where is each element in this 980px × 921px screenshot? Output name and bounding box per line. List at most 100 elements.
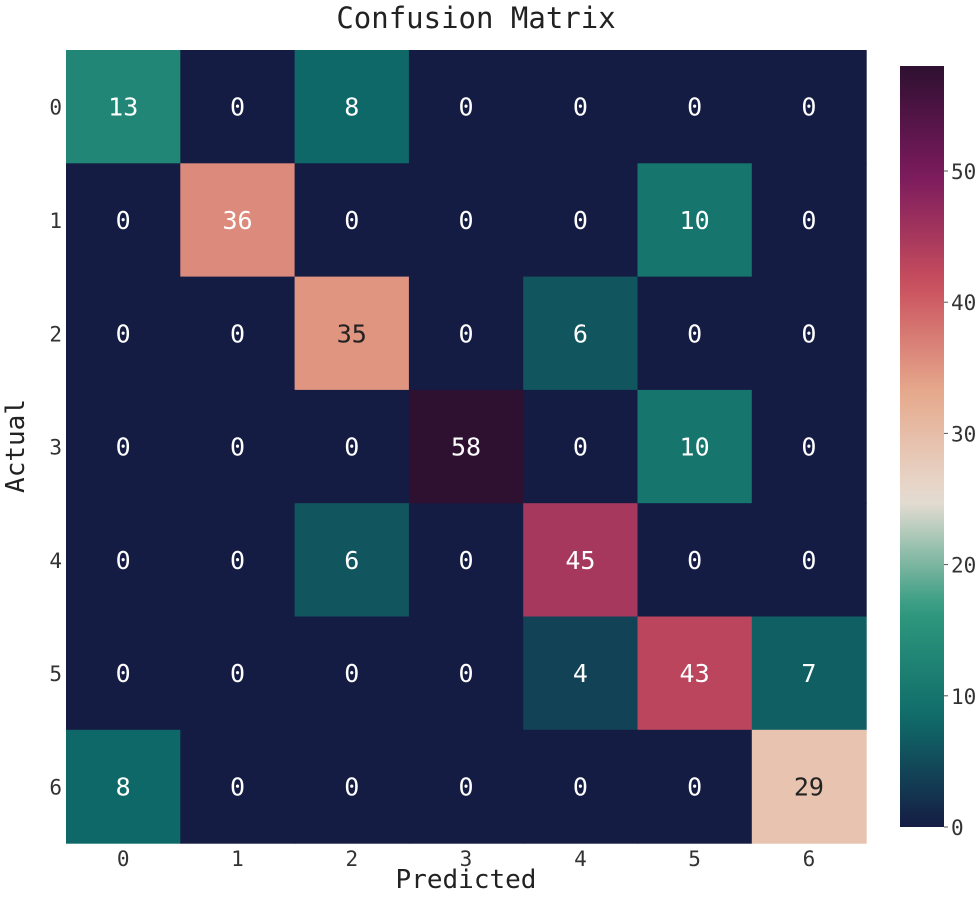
x-tick-label: 0: [117, 847, 130, 871]
cell-value-label: 0: [458, 546, 473, 575]
heatmap-cell: [66, 276, 181, 391]
cell-value-label: 0: [458, 319, 473, 348]
cell-value-label: 0: [573, 433, 588, 462]
x-axis-label: Predicted: [396, 865, 537, 895]
heatmap-cell: [637, 503, 753, 618]
heatmap-cell: [637, 389, 753, 504]
cell-value-label: 0: [573, 206, 588, 235]
heatmap-cell: [523, 389, 639, 504]
cell-value-label: 0: [230, 433, 245, 462]
cell-value-label: 29: [794, 772, 824, 801]
heatmap-cell: [66, 163, 181, 278]
heatmap-cell: [523, 616, 639, 731]
heatmap-cell: [294, 729, 410, 844]
x-tick-labels: 0 1 2 3 4 5 6: [117, 847, 815, 871]
colorbar: 0 10 20 30 40 50: [900, 66, 976, 840]
heatmap-cell: [294, 503, 410, 618]
cell-value-label: 10: [680, 433, 710, 462]
cell-value-label: 0: [801, 319, 816, 348]
cell-value-label: 0: [687, 772, 702, 801]
cell-value-label: 0: [116, 546, 131, 575]
heatmap-cell: [408, 163, 524, 278]
heatmap-cell: [751, 276, 867, 391]
heatmap-cell: [294, 616, 410, 731]
cell-value-label: 0: [458, 772, 473, 801]
x-tick-label: 5: [688, 847, 701, 871]
y-tick-label: 1: [49, 209, 62, 233]
heatmap-cell: [408, 503, 524, 618]
cell-value-label: 0: [458, 659, 473, 688]
colorbar-tick-label: 20: [951, 554, 976, 578]
cell-value-label: 0: [801, 93, 816, 122]
y-tick-labels: 0 1 2 3 4 5 6: [49, 96, 62, 800]
y-axis-label: Actual: [1, 399, 31, 493]
heatmap-cell: [294, 276, 410, 391]
cell-value-label: 0: [116, 433, 131, 462]
cell-value-label: 0: [344, 206, 359, 235]
heatmap-cell: [751, 163, 867, 278]
heatmap-cell: [294, 389, 410, 504]
colorbar-gradient: [900, 66, 944, 827]
cell-value-label: 58: [451, 433, 481, 462]
heatmap-cell: [637, 276, 753, 391]
x-tick-label: 4: [574, 847, 587, 871]
heatmap-cell: [180, 729, 296, 844]
cell-value-label: 0: [458, 206, 473, 235]
heatmap-cell: [294, 163, 410, 278]
y-tick-label: 4: [49, 549, 62, 573]
cell-value-label: 8: [344, 93, 359, 122]
heatmap-cell: [751, 389, 867, 504]
colorbar-tick-label: 30: [951, 422, 976, 446]
heatmap-cell: [408, 276, 524, 391]
cell-value-label: 0: [344, 772, 359, 801]
cell-value-label: 35: [337, 319, 367, 348]
heatmap-cell: [66, 729, 181, 844]
heatmap-cell: [180, 503, 296, 618]
cell-value-label: 6: [573, 319, 588, 348]
cell-value-label: 0: [801, 206, 816, 235]
heatmap-cell: [637, 163, 753, 278]
y-tick-label: 5: [49, 662, 62, 686]
cell-value-label: 0: [801, 433, 816, 462]
cell-value-label: 0: [230, 546, 245, 575]
heatmap-cell: [751, 503, 867, 618]
heatmap-cell: [523, 276, 639, 391]
cell-value-label: 0: [801, 546, 816, 575]
cell-value-label: 13: [108, 93, 138, 122]
y-tick-label: 0: [49, 96, 62, 120]
x-tick-label: 1: [231, 847, 244, 871]
heatmap-cell: [408, 389, 524, 504]
colorbar-tick-label: 50: [951, 160, 976, 184]
cell-value-label: 0: [230, 93, 245, 122]
x-tick-label: 6: [803, 847, 816, 871]
cell-value-label: 4: [573, 659, 588, 688]
heatmap-cell: [637, 50, 753, 164]
cell-value-label: 0: [687, 319, 702, 348]
cell-value-label: 6: [344, 546, 359, 575]
heatmap-cell: [523, 50, 639, 164]
heatmap-cell: [294, 50, 410, 164]
colorbar-tick-label: 40: [951, 291, 976, 315]
cell-value-label: 7: [801, 659, 816, 688]
heatmap-cell: [180, 389, 296, 504]
cell-value-label: 10: [680, 206, 710, 235]
y-tick-label: 6: [49, 775, 62, 799]
cell-value-label: 0: [230, 659, 245, 688]
heatmap-cell: [751, 729, 867, 844]
heatmap-cell: [180, 616, 296, 731]
chart-title: Confusion Matrix: [336, 1, 615, 35]
x-tick-label: 2: [345, 847, 358, 871]
heatmap-cell: [523, 503, 639, 618]
heatmap-cell: [751, 50, 867, 164]
heatmap-cell: [180, 50, 296, 164]
colorbar-tick-label: 10: [951, 685, 976, 709]
y-tick-label: 3: [49, 436, 62, 460]
heatmap-cell: [408, 616, 524, 731]
heatmap-cell: [751, 616, 867, 731]
cell-value-label: 0: [344, 433, 359, 462]
x-tick-label: 3: [460, 847, 473, 871]
cell-value-label: 45: [565, 546, 595, 575]
cell-value-label: 0: [687, 546, 702, 575]
heatmap-cell: [523, 729, 639, 844]
